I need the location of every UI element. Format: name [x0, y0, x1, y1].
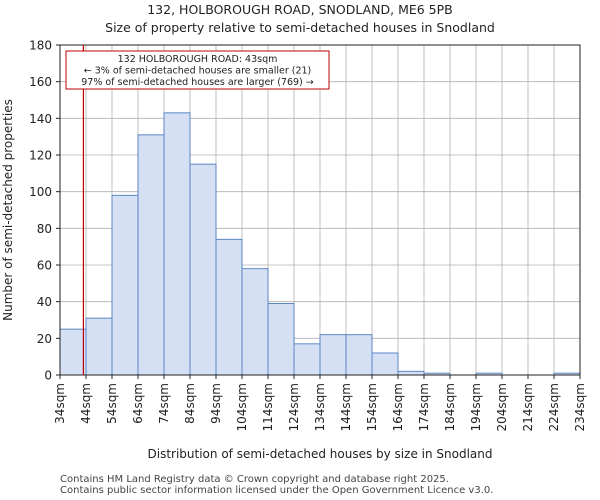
histogram-bar [267, 303, 295, 376]
y-tick-label: 140 [29, 112, 52, 126]
annotation-line: 97% of semi-detached houses are larger (… [81, 77, 314, 88]
x-tick-label: 214sqm [521, 383, 535, 431]
x-tick-label: 64sqm [131, 383, 145, 424]
x-tick-label: 204sqm [495, 383, 509, 431]
histogram-bar [345, 334, 373, 376]
x-tick-label: 44sqm [79, 383, 93, 424]
histogram-bar [111, 194, 139, 376]
x-tick-label: 194sqm [469, 383, 483, 431]
histogram-bar [85, 317, 113, 376]
histogram-bar [215, 238, 243, 376]
y-tick-label: 160 [29, 75, 52, 89]
x-tick-label: 134sqm [313, 383, 327, 431]
y-tick-label: 0 [44, 369, 52, 383]
histogram-bar [163, 112, 191, 376]
footer-licence: Contains public sector information licen… [60, 485, 494, 496]
x-tick-label: 124sqm [287, 383, 301, 431]
x-tick-label: 234sqm [573, 383, 587, 431]
histogram-bar [397, 370, 425, 376]
histogram-bar [137, 134, 165, 376]
histogram-bar [241, 268, 269, 376]
y-tick-label: 100 [29, 185, 52, 199]
y-tick-label: 20 [37, 332, 52, 346]
annotation-line: 132 HOLBOROUGH ROAD: 43sqm [118, 54, 278, 65]
y-tick-label: 80 [37, 222, 52, 236]
y-tick-label: 40 [37, 295, 52, 309]
histogram-bar [59, 328, 87, 376]
histogram-bar [371, 352, 399, 376]
histogram-bar [293, 343, 321, 376]
footer-copyright: Contains HM Land Registry data © Crown c… [60, 474, 449, 485]
histogram-bar [189, 163, 217, 376]
y-tick-label: 180 [29, 39, 52, 53]
x-axis-label: Distribution of semi-detached houses by … [148, 447, 493, 461]
annotation-box [65, 50, 330, 90]
x-tick-label: 144sqm [339, 383, 353, 431]
x-tick-label: 84sqm [183, 383, 197, 424]
x-tick-label: 94sqm [209, 383, 223, 424]
x-tick-label: 114sqm [261, 383, 275, 431]
x-tick-label: 154sqm [365, 383, 379, 431]
x-tick-label: 54sqm [105, 383, 119, 424]
histogram-chart: 0 20 40 60 80 100 120 140 160 180 34sqm 44sqm 54sqm 6… [1, 39, 587, 462]
x-tick-label: 174sqm [417, 383, 431, 431]
chart-subtitle: Size of property relative to semi-detach… [105, 20, 495, 35]
x-tick-label: 104sqm [235, 383, 249, 431]
histogram-bar [319, 334, 347, 376]
x-tick-label: 184sqm [443, 383, 457, 431]
y-tick-label: 120 [29, 149, 52, 163]
chart-title: 132, HOLBOROUGH ROAD, SNODLAND, ME6 5PB [147, 2, 453, 17]
x-tick-label: 34sqm [53, 383, 67, 424]
x-tick-label: 74sqm [157, 383, 171, 424]
x-tick-label: 164sqm [391, 383, 405, 431]
y-axis-label: Number of semi-detached properties [1, 99, 15, 321]
annotation-line: ← 3% of semi-detached houses are smaller… [84, 66, 312, 77]
y-tick-label: 60 [37, 259, 52, 273]
x-tick-label: 224sqm [547, 383, 561, 431]
